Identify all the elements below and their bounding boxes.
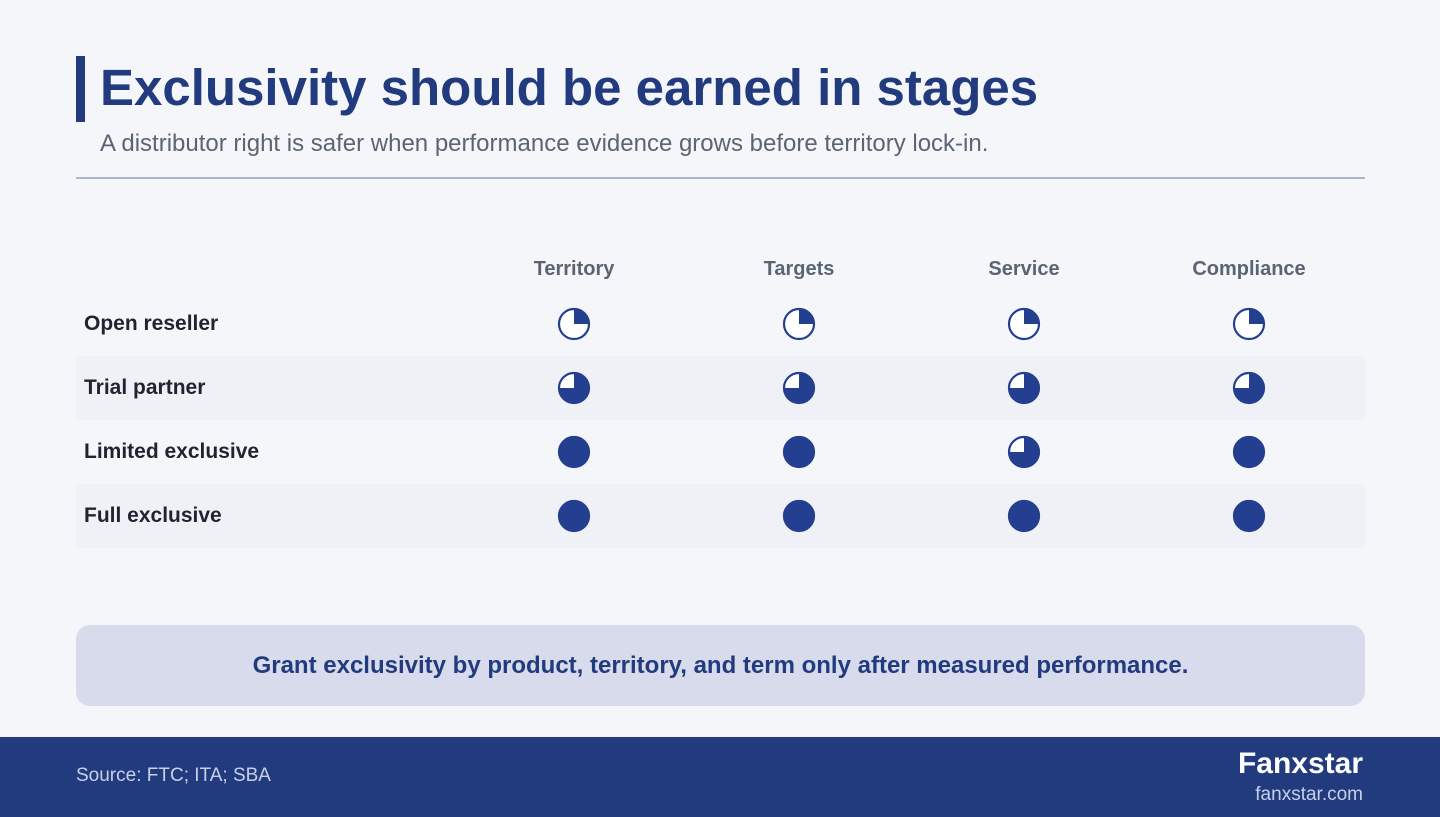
harvey-ball [782,499,816,533]
brand-name: Fanxstar [1237,747,1363,780]
harvey-ball [557,499,591,533]
harvey-ball [557,307,591,341]
column-header: Territory [533,258,615,280]
harvey-ball-matrix: Territory Targets Service Compliance Open r… [76,246,1365,548]
matrix-row: Open reseller [76,292,1365,356]
callout-text: Grant exclusivity by product, territory,… [252,651,1189,679]
harvey-ball [1232,435,1266,469]
row-label: Full exclusive [84,504,222,527]
column-headers: Territory Targets Service Compliance [76,246,1365,292]
row-label: Limited exclusive [84,440,260,463]
column-header: Service [988,258,1060,280]
harvey-ball [782,371,816,405]
harvey-ball [1232,499,1266,533]
matrix-row: Trial partner [76,356,1365,420]
harvey-ball [1007,435,1041,469]
key-takeaway-callout: Grant exclusivity by product, territory,… [76,625,1365,706]
harvey-ball [782,307,816,341]
harvey-ball [1007,307,1041,341]
harvey-ball [1232,307,1266,341]
row-label: Trial partner [84,376,206,399]
harvey-ball [1007,499,1041,533]
harvey-ball [557,435,591,469]
footer: Source: FTC; ITA; SBA Fanxstar fanxstar.… [0,737,1440,817]
matrix-row: Limited exclusive [76,420,1365,484]
matrix-rows: Open reseller Trial partner Limited exclus… [76,292,1365,548]
harvey-ball [1007,371,1041,405]
harvey-ball [782,435,816,469]
row-label: Open reseller [84,312,219,335]
column-header: Targets [763,258,835,280]
title-accent-bar [76,56,85,122]
column-header: Compliance [1192,258,1306,280]
matrix-row: Full exclusive [76,484,1365,548]
brand-url: fanxstar.com [1255,784,1363,805]
page-title: Exclusivity should be earned in stages [100,59,1039,116]
source-note: Source: FTC; ITA; SBA [76,765,271,786]
divider [76,177,1365,179]
page-subtitle: A distributor right is safer when perfor… [100,130,989,157]
harvey-ball [557,371,591,405]
harvey-ball [1232,371,1266,405]
